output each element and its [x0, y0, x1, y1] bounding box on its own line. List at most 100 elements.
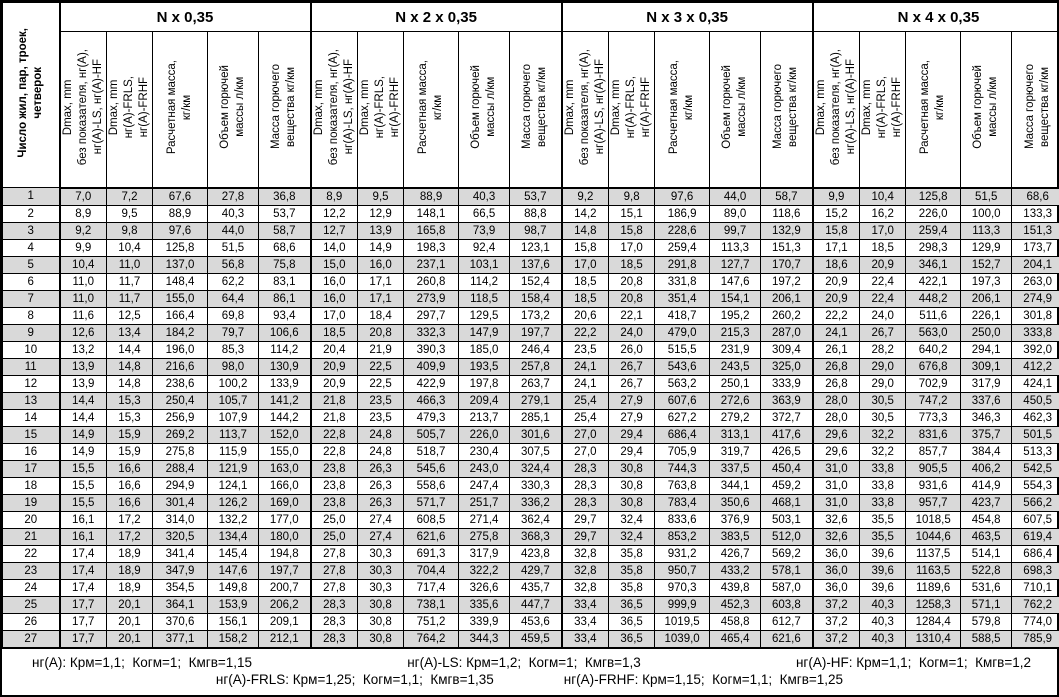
row-label: 3: [2, 221, 60, 240]
table-cell: 32,2: [859, 425, 907, 444]
table-cell: 27,8: [309, 544, 359, 563]
table-cell: 216,6: [152, 357, 208, 376]
table-cell: 30,5: [859, 408, 907, 427]
table-cell: 339,9: [458, 612, 511, 631]
table-cell: 51,5: [207, 238, 259, 257]
table-cell: 25,4: [560, 408, 610, 427]
table-cell: 230,4: [458, 442, 511, 461]
table-cell: 152,4: [509, 272, 563, 291]
table-cell: 56,8: [207, 255, 259, 274]
table-cell: 370,6: [152, 612, 208, 631]
table-cell: 36,0: [811, 544, 861, 563]
group-title-nx4x035: N х 4 х 0,35: [811, 2, 1059, 32]
table-cell: 377,1: [152, 629, 208, 648]
table-cell: 7,0: [58, 187, 107, 206]
table-cell: 531,6: [960, 578, 1013, 597]
table-cell: 40,3: [859, 595, 907, 614]
table-cell: 10,4: [58, 255, 107, 274]
table-cell: 39,6: [859, 544, 907, 563]
table-cell: 26,3: [357, 476, 405, 495]
table-cell: 515,5: [654, 340, 711, 359]
table-cell: 206,1: [960, 289, 1013, 308]
table-cell: 93,4: [257, 306, 312, 325]
table-cell: 13,9: [357, 221, 405, 240]
table-cell: 762,2: [1011, 595, 1059, 614]
table-cell: 479,0: [654, 323, 711, 342]
table-cell: 333,8: [1011, 323, 1059, 342]
table-cell: 250,4: [152, 391, 208, 410]
table-cell: 785,9: [1011, 629, 1059, 648]
table-cell: 15,0: [309, 255, 359, 274]
table-cell: 125,8: [152, 238, 208, 257]
table-cell: 15,3: [106, 408, 153, 427]
table-cell: 250,1: [709, 374, 762, 393]
table-cell: 9,9: [58, 238, 107, 257]
table-cell: 18,4: [357, 306, 405, 325]
table-cell: 197,8: [458, 374, 511, 393]
table-cell: 27,9: [608, 391, 656, 410]
table-cell: 10,4: [859, 187, 907, 206]
table-cell: 18,5: [309, 323, 359, 342]
table-cell: 246,4: [509, 340, 563, 359]
table-cell: 14,2: [560, 204, 610, 223]
table-cell: 105,7: [207, 391, 259, 410]
table-cell: 33,4: [560, 595, 610, 614]
row-label: 5: [2, 255, 60, 274]
table-cell: 412,2: [1011, 357, 1059, 376]
table-cell: 209,4: [458, 391, 511, 410]
table-cell: 28,0: [811, 408, 861, 427]
table-cell: 20,4: [309, 340, 359, 359]
table-cell: 9,2: [560, 187, 610, 206]
table-cell: 26,7: [608, 374, 656, 393]
column-header: Dmax, mm нг(А)-FRLS, нг(А)-FRHF: [608, 31, 656, 189]
table-cell: 16,6: [106, 476, 153, 495]
table-cell: 15,5: [58, 493, 107, 512]
table-cell: 774,0: [1011, 612, 1059, 631]
table-cell: 24,0: [859, 306, 907, 325]
table-cell: 32,6: [811, 527, 861, 546]
table-row: 10 13,2 14,4 196,0 85,3 114,2 20,4 21,9 390,3 185…: [2, 340, 1059, 359]
table-cell: 8,9: [309, 187, 359, 206]
row-label: 13: [2, 391, 60, 410]
table-cell: 274,9: [1011, 289, 1059, 308]
table-row: 22 17,4 18,9 341,4 145,4 194,8 27,8 30,3 691,3 31…: [2, 544, 1059, 563]
table-cell: 33,8: [859, 476, 907, 495]
row-label: 21: [2, 527, 60, 546]
table-cell: 294,9: [152, 476, 208, 495]
table-cell: 137,6: [509, 255, 563, 274]
table-row: 3 9,2 9,8 97,6 44,0 58,7 12,7 13,9 165,8 73,9 98,7…: [2, 221, 1059, 240]
table-cell: 383,5: [709, 527, 762, 546]
table-cell: 764,2: [403, 629, 460, 648]
table-cell: 204,1: [1011, 255, 1059, 274]
table-cell: 134,4: [207, 527, 259, 546]
table-cell: 8,9: [58, 204, 107, 223]
table-cell: 68,6: [1011, 187, 1059, 206]
table-cell: 148,1: [403, 204, 460, 223]
table-cell: 313,1: [709, 425, 762, 444]
row-count-header-label: Число жил, пар, троек, четверок: [16, 28, 44, 158]
table-cell: 422,9: [403, 374, 460, 393]
table-cell: 12,7: [309, 221, 359, 240]
table-cell: 392,0: [1011, 340, 1059, 359]
table-cell: 14,8: [560, 221, 610, 240]
table-cell: 21,9: [357, 340, 405, 359]
table-cell: 15,9: [106, 425, 153, 444]
table-cell: 66,5: [458, 204, 511, 223]
table-cell: 454,8: [960, 510, 1013, 529]
table-cell: 106,6: [257, 323, 312, 342]
table-cell: 317,9: [960, 374, 1013, 393]
table-cell: 69,8: [207, 306, 259, 325]
table-cell: 330,3: [509, 476, 563, 495]
table-cell: 194,8: [257, 544, 312, 563]
table-cell: 23,5: [357, 391, 405, 410]
table-cell: 44,0: [709, 187, 762, 206]
table-cell: 501,5: [1011, 425, 1059, 444]
table-cell: 113,7: [207, 425, 259, 444]
table-cell: 309,4: [760, 340, 814, 359]
column-header: Dmax, mm без показателя, нг(А), нг(А)-LS…: [560, 31, 610, 189]
footnote-line-1: нг(А): Крм=1,1; Когм=1; Кмгв=1,15 нг(А)-…: [2, 655, 1057, 670]
column-header: Масса горючего вещества кг/км: [257, 31, 312, 189]
table-cell: 193,5: [458, 357, 511, 376]
table-cell: 156,1: [207, 612, 259, 631]
table-cell: 15,5: [58, 459, 107, 478]
